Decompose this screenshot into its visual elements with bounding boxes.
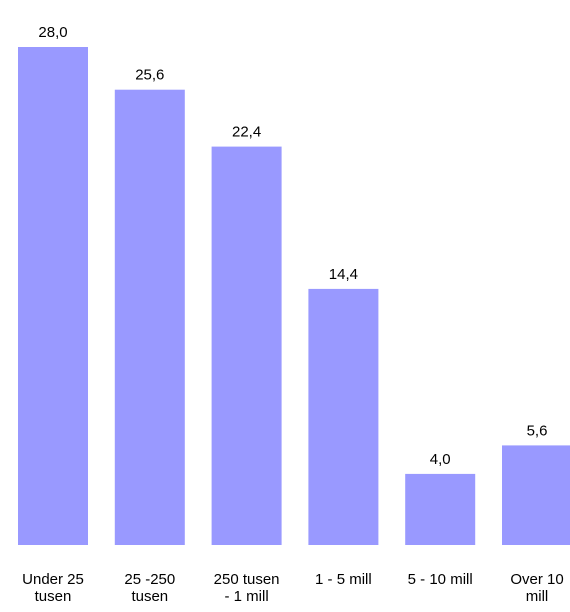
bar-5	[405, 473, 476, 545]
value-label-6: 5,6	[527, 422, 548, 439]
category-label-6-line-1: Over 10	[510, 571, 563, 588]
value-label-5: 4,0	[430, 451, 451, 468]
category-label-1-line-2: tusen	[35, 588, 72, 605]
category-label-6-line-2: mill	[526, 588, 549, 605]
value-label-3: 22,4	[232, 124, 261, 141]
category-label-5-line-1: 5 - 10 mill	[408, 571, 473, 588]
value-labels-group: 28,0 25,6 22,4 14,4 4,0 5,6	[38, 24, 547, 468]
category-label-2-line-2: tusen	[131, 588, 168, 605]
bar-2	[114, 89, 185, 545]
value-label-2: 25,6	[135, 67, 164, 84]
category-label-4-line-1: 1 - 5 mill	[315, 571, 372, 588]
category-label-3-line-1: 250 tusen	[214, 571, 280, 588]
value-label-4: 14,4	[329, 266, 358, 283]
bars-group	[18, 47, 570, 545]
value-label-1: 28,0	[38, 24, 67, 41]
bar-6	[502, 445, 570, 545]
bar-3	[211, 146, 282, 545]
category-label-1-line-1: Under 25	[22, 571, 84, 588]
category-label-3-line-2: - 1 mill	[225, 588, 269, 605]
bar-4	[308, 288, 379, 545]
category-label-2-line-1: 25 -250	[124, 571, 175, 588]
bar-1	[18, 47, 88, 545]
